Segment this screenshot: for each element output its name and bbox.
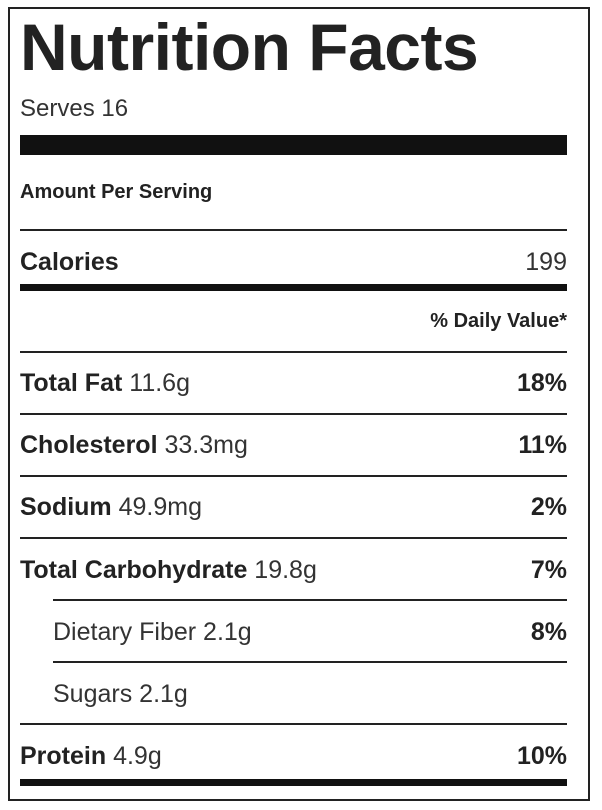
divider — [20, 229, 567, 231]
divider — [20, 723, 567, 725]
divider — [20, 351, 567, 353]
nutrient-row-total-carbohydrate: Total Carbohydrate 19.8g 7% — [20, 550, 567, 590]
nutrient-amount: 2.1g — [139, 679, 188, 708]
nutrient-name: Total Fat — [20, 368, 123, 397]
indented-divider — [53, 599, 567, 601]
nutrient-daily-value: 11% — [518, 430, 567, 459]
nutrient-amount: 49.9mg — [118, 492, 203, 521]
nutrition-facts-label — [8, 7, 590, 801]
divider — [20, 413, 567, 415]
bottom-divider — [20, 779, 567, 786]
thick-divider — [20, 135, 567, 155]
nutrient-daily-value: 2% — [530, 492, 567, 521]
nutrient-name: Protein — [20, 741, 107, 770]
nutrient-row-dietary-fiber: Dietary Fiber 2.1g 8% — [53, 612, 567, 652]
nutrient-name: Cholesterol — [20, 430, 158, 459]
nutrient-name-wrap: Protein 4.9g — [20, 742, 162, 771]
amount-per-serving: Amount Per Serving — [20, 181, 213, 203]
nutrient-daily-value: 8% — [530, 617, 567, 646]
nutrient-amount: 11.6g — [129, 368, 190, 397]
nutrient-row-protein: Protein 4.9g 10% — [20, 736, 567, 776]
nutrient-row-sugars: Sugars 2.1g — [53, 674, 567, 714]
nutrient-daily-value: 7% — [530, 555, 567, 584]
nutrient-row-total-fat: Total Fat 11.6g 18% — [20, 363, 567, 403]
calories-label: Calories — [20, 247, 119, 276]
nutrient-amount: 19.8g — [254, 555, 317, 584]
nutrient-name-wrap: Dietary Fiber 2.1g — [53, 618, 252, 647]
nutrient-daily-value: 10% — [516, 741, 567, 770]
calories-value: 199 — [525, 247, 567, 276]
nutrient-name-wrap: Total Fat 11.6g — [20, 369, 190, 398]
nutrient-name: Sodium — [20, 492, 112, 521]
medium-divider — [20, 284, 567, 291]
nutrient-name-wrap: Total Carbohydrate 19.8g — [20, 556, 317, 585]
nutrient-name: Sugars — [53, 679, 133, 708]
nutrient-amount: 33.3mg — [164, 430, 248, 459]
nutrient-daily-value: 18% — [516, 368, 567, 397]
nutrient-name-wrap: Sodium 49.9mg — [20, 493, 202, 522]
nutrient-name: Total Carbohydrate — [20, 555, 248, 584]
nutrient-amount: 4.9g — [113, 741, 162, 770]
servings-text: Serves 16 — [20, 95, 129, 122]
nutrient-row-cholesterol: Cholesterol 33.3mg 11% — [20, 425, 567, 465]
nutrient-name: Dietary Fiber — [53, 617, 197, 646]
calories-row: Calories 199 — [20, 242, 567, 282]
divider — [20, 475, 567, 477]
daily-value-header: % Daily Value* — [430, 310, 567, 332]
nutrient-name-wrap: Sugars 2.1g — [53, 680, 188, 709]
divider — [20, 537, 567, 539]
label-title: Nutrition Facts — [20, 10, 479, 84]
indented-divider — [53, 661, 567, 663]
nutrient-name-wrap: Cholesterol 33.3mg — [20, 431, 248, 460]
nutrient-row-sodium: Sodium 49.9mg 2% — [20, 487, 567, 527]
nutrient-amount: 2.1g — [203, 617, 252, 646]
